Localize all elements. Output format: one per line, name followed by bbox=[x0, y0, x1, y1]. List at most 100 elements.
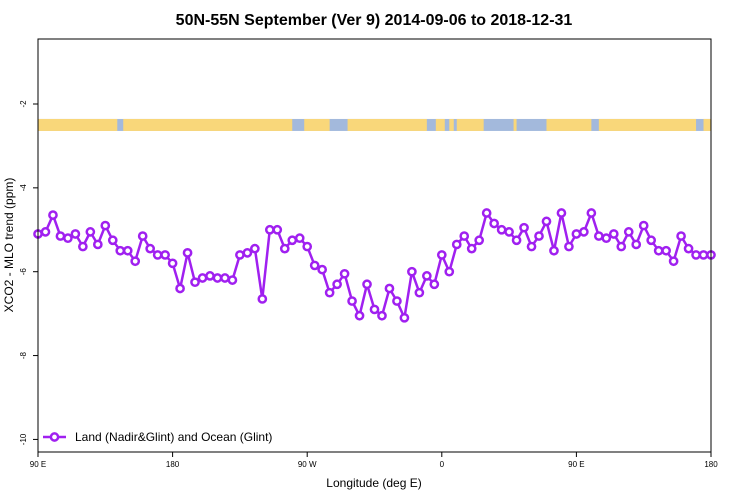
data-point-6 bbox=[78, 241, 88, 252]
data-point-33 bbox=[279, 243, 290, 254]
data-point-66 bbox=[526, 241, 537, 252]
data-point-28 bbox=[242, 247, 253, 258]
data-point-67 bbox=[534, 231, 544, 241]
plot-frame bbox=[37, 38, 712, 453]
data-point-27 bbox=[235, 250, 245, 260]
data-point-77 bbox=[608, 229, 619, 239]
data-point-48 bbox=[392, 296, 402, 306]
data-point-14 bbox=[137, 231, 148, 241]
data-point-24 bbox=[212, 273, 223, 283]
data-point-82 bbox=[646, 235, 657, 246]
land-segment-5 bbox=[449, 118, 454, 131]
data-point-11 bbox=[115, 245, 126, 256]
data-point-51 bbox=[414, 287, 425, 298]
data-point-12 bbox=[122, 245, 133, 256]
y-tick-label-4: -2 bbox=[19, 100, 28, 108]
land-segment-10 bbox=[703, 118, 711, 131]
data-point-87 bbox=[683, 243, 694, 254]
data-point-58 bbox=[466, 243, 477, 254]
data-point-39 bbox=[324, 287, 335, 298]
legend-marker bbox=[49, 432, 60, 442]
data-point-49 bbox=[399, 312, 410, 323]
y-axis: -10 -8 -6 -4 -2 bbox=[19, 100, 38, 445]
data-point-4 bbox=[63, 233, 73, 244]
land-segment-0 bbox=[38, 118, 118, 131]
data-point-56 bbox=[451, 239, 462, 250]
data-point-36 bbox=[302, 241, 313, 252]
data-point-41 bbox=[339, 268, 350, 279]
data-point-31 bbox=[264, 224, 275, 235]
land-segment-9 bbox=[598, 118, 697, 131]
data-point-15 bbox=[145, 243, 156, 254]
data-point-68 bbox=[541, 216, 552, 227]
data-point-35 bbox=[294, 233, 305, 244]
data-point-30 bbox=[257, 294, 268, 304]
y-tick-label-3: -4 bbox=[19, 184, 28, 192]
land-ocean-strip bbox=[38, 118, 711, 131]
data-point-84 bbox=[661, 245, 671, 256]
chart-title: 50N-55N September (Ver 9) 2014-09-06 to … bbox=[176, 12, 573, 29]
data-point-80 bbox=[631, 239, 642, 250]
data-point-71 bbox=[564, 241, 574, 252]
data-point-18 bbox=[167, 258, 178, 269]
data-point-83 bbox=[653, 245, 664, 256]
data-point-54 bbox=[436, 250, 447, 260]
data-point-5 bbox=[70, 229, 81, 239]
series-line-0 bbox=[37, 211, 711, 320]
data-point-52 bbox=[421, 271, 432, 281]
land-segment-3 bbox=[347, 118, 427, 131]
data-point-57 bbox=[459, 231, 470, 241]
data-point-40 bbox=[332, 279, 342, 290]
data-point-25 bbox=[220, 273, 230, 283]
x-tick-label-3: 0 bbox=[440, 460, 445, 469]
data-point-85 bbox=[668, 256, 679, 267]
data-point-59 bbox=[474, 235, 485, 246]
data-point-65 bbox=[519, 222, 529, 233]
land-segment-7 bbox=[513, 118, 517, 131]
data-point-81 bbox=[638, 220, 649, 231]
data-point-53 bbox=[429, 279, 440, 290]
data-point-61 bbox=[489, 218, 499, 229]
land-segment-4 bbox=[435, 118, 445, 131]
data-point-78 bbox=[616, 241, 627, 252]
x-axis: 90 E 180 90 W 0 90 E 180 bbox=[30, 452, 718, 469]
data-point-26 bbox=[227, 275, 238, 285]
data-point-75 bbox=[593, 231, 604, 241]
data-point-62 bbox=[496, 224, 507, 235]
data-point-17 bbox=[160, 250, 170, 260]
data-point-60 bbox=[481, 208, 492, 218]
data-point-64 bbox=[511, 235, 522, 246]
data-point-23 bbox=[205, 271, 215, 281]
data-point-76 bbox=[601, 233, 612, 244]
series-layer bbox=[33, 208, 716, 323]
y-tick-label-2: -6 bbox=[19, 268, 28, 276]
data-point-45 bbox=[369, 304, 380, 315]
data-point-32 bbox=[272, 224, 283, 235]
x-tick-label-5: 180 bbox=[704, 460, 718, 469]
data-point-8 bbox=[92, 239, 103, 250]
y-tick-label-0: -10 bbox=[19, 433, 28, 445]
data-point-73 bbox=[579, 227, 589, 237]
data-point-70 bbox=[556, 208, 567, 218]
data-point-74 bbox=[586, 208, 597, 218]
y-tick-label-1: -8 bbox=[19, 351, 28, 359]
data-point-1 bbox=[40, 227, 51, 237]
data-point-86 bbox=[676, 231, 686, 241]
data-point-19 bbox=[175, 283, 185, 294]
data-point-63 bbox=[504, 227, 514, 237]
data-point-43 bbox=[354, 310, 365, 321]
data-point-34 bbox=[287, 235, 298, 246]
data-point-55 bbox=[444, 266, 455, 277]
land-segment-6 bbox=[456, 118, 484, 131]
data-point-38 bbox=[317, 264, 328, 275]
data-point-72 bbox=[571, 229, 582, 239]
data-point-9 bbox=[100, 220, 111, 231]
data-point-16 bbox=[152, 250, 163, 260]
data-point-37 bbox=[309, 260, 320, 271]
x-axis-label: Longitude (deg E) bbox=[326, 476, 421, 490]
data-point-89 bbox=[698, 250, 709, 260]
y-axis-label: XCO2 - MLO trend (ppm) bbox=[2, 178, 16, 313]
land-segment-1 bbox=[123, 118, 293, 131]
data-point-2 bbox=[48, 210, 58, 220]
